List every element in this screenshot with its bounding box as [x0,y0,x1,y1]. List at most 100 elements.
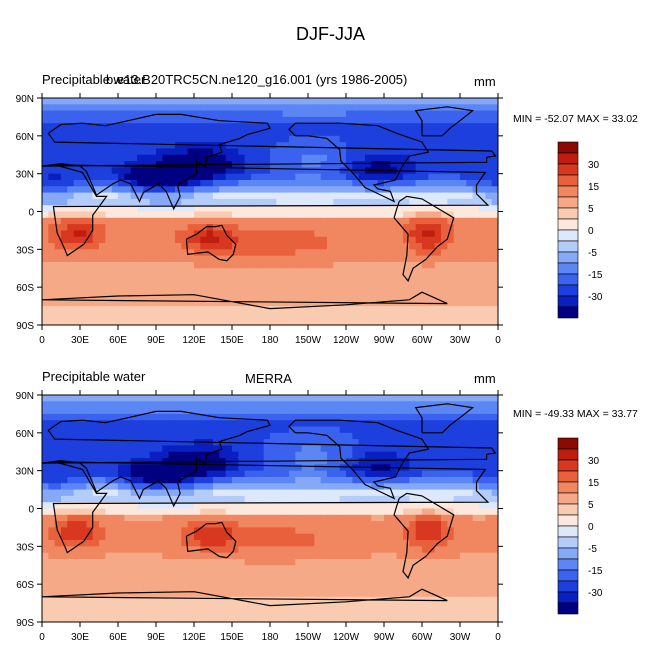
field-cell [124,173,132,181]
field-cell [156,464,163,472]
field-cell [485,508,493,516]
field-cell [301,280,309,288]
field-cell [346,401,353,409]
field-cell [73,154,81,162]
field-cell [365,274,372,282]
field-cell [251,401,258,409]
field-cell [213,154,220,162]
field-cell [346,224,353,232]
field-cell [225,110,233,118]
field-cell [295,116,303,124]
field-cell [384,401,391,409]
field-cell [130,98,138,105]
field-cell [244,179,252,187]
field-cell [232,565,239,573]
field-cell [118,261,125,269]
field-cell [282,198,290,206]
field-cell [479,110,486,118]
field-cell [447,426,455,434]
field-cell [441,211,448,219]
field-cell [377,249,385,257]
colorbar-label: -15 [588,270,603,281]
field-cell [54,98,62,105]
field-cell [390,142,398,150]
field-cell [358,401,366,409]
field-cell [339,98,347,105]
field-cell [187,407,195,415]
field-cell [118,445,125,453]
field-cell [162,186,170,194]
field-cell [54,470,62,478]
field-cell [409,401,417,409]
field-cell [206,173,214,181]
field-cell [371,312,379,320]
field-cell [314,299,322,307]
field-cell [61,249,68,257]
field-cell [175,129,182,137]
field-cell [130,123,138,131]
field-cell [61,483,68,491]
field-cell [105,451,113,459]
field-cell [282,205,290,213]
field-cell [168,439,176,447]
field-cell [42,268,49,276]
field-cell [460,268,467,276]
field-cell [314,217,322,225]
field-cell [86,546,94,554]
field-cell [377,154,385,162]
field-cell [396,236,404,244]
field-cell [289,98,296,105]
field-cell [339,426,347,434]
field-cell [472,217,480,225]
field-cell [162,413,170,421]
field-cell [327,142,334,150]
field-cell [181,274,189,282]
field-cell [371,470,379,478]
field-cell [175,274,182,282]
field-cell [73,299,81,307]
field-cell [73,192,81,200]
field-cell [396,458,404,465]
field-cell [301,154,309,162]
field-cell [352,129,360,137]
field-cell [333,413,341,421]
field-cell [365,527,372,535]
field-cell [251,186,258,194]
field-cell [219,173,227,181]
field-cell [99,426,106,434]
field-cell [472,558,480,566]
field-cell [143,198,151,206]
field-cell [219,451,227,459]
field-cell [390,179,398,187]
field-cell [73,395,81,402]
field-cell [358,527,366,535]
field-cell [257,261,265,269]
field-cell [124,565,132,573]
field-cell [327,268,334,276]
field-cell [263,116,271,124]
field-cell [118,540,125,547]
field-cell [396,445,404,453]
field-cell [86,249,94,257]
field-cell [175,470,182,478]
field-cell [371,590,379,598]
field-cell [485,577,493,585]
field-cell [409,470,417,478]
field-cell [73,261,81,269]
field-cell [200,527,208,535]
field-cell [244,167,252,175]
field-cell [67,230,75,238]
field-cell [162,274,170,282]
field-cell [365,217,372,225]
field-cell [48,590,56,598]
field-cell [409,508,417,516]
field-cell [48,476,56,484]
field-cell [162,192,170,200]
field-cell [168,395,176,402]
field-cell [99,217,106,225]
field-cell [105,261,113,269]
field-cell [346,540,353,547]
field-cell [67,420,75,428]
field-cell [365,546,372,554]
field-cell [434,224,442,232]
